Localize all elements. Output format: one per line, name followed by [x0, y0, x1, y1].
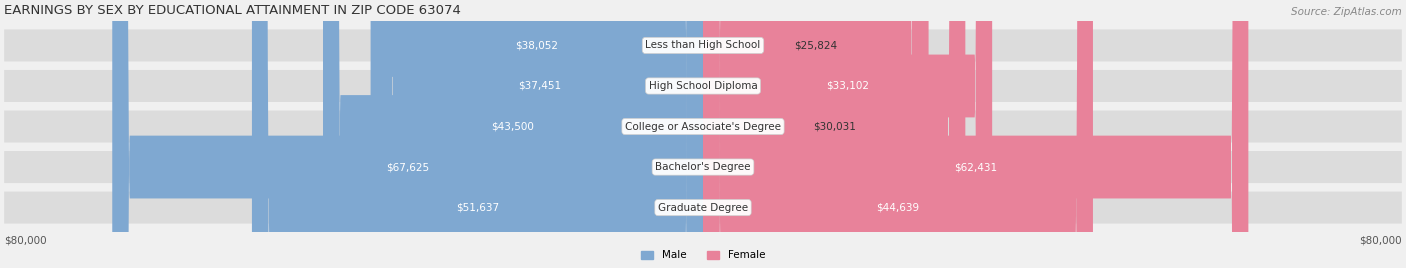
FancyBboxPatch shape: [4, 29, 1402, 61]
FancyBboxPatch shape: [4, 70, 1402, 102]
Text: $44,639: $44,639: [876, 203, 920, 213]
Text: College or Associate's Degree: College or Associate's Degree: [626, 121, 780, 132]
FancyBboxPatch shape: [4, 151, 1402, 183]
Text: $51,637: $51,637: [456, 203, 499, 213]
FancyBboxPatch shape: [703, 0, 993, 268]
Text: $43,500: $43,500: [492, 121, 534, 132]
Text: Bachelor's Degree: Bachelor's Degree: [655, 162, 751, 172]
FancyBboxPatch shape: [252, 0, 703, 268]
Text: $80,000: $80,000: [1360, 235, 1402, 245]
Text: Source: ZipAtlas.com: Source: ZipAtlas.com: [1291, 7, 1402, 17]
Text: Less than High School: Less than High School: [645, 40, 761, 50]
FancyBboxPatch shape: [703, 0, 1092, 268]
Text: $25,824: $25,824: [794, 40, 838, 50]
FancyBboxPatch shape: [112, 0, 703, 268]
FancyBboxPatch shape: [371, 0, 703, 268]
Text: $33,102: $33,102: [827, 81, 869, 91]
FancyBboxPatch shape: [703, 0, 966, 268]
Text: $38,052: $38,052: [516, 40, 558, 50]
Text: $37,451: $37,451: [517, 81, 561, 91]
FancyBboxPatch shape: [4, 192, 1402, 224]
FancyBboxPatch shape: [703, 0, 928, 268]
Legend: Male, Female: Male, Female: [637, 246, 769, 265]
FancyBboxPatch shape: [4, 110, 1402, 143]
Text: $80,000: $80,000: [4, 235, 46, 245]
FancyBboxPatch shape: [323, 0, 703, 268]
FancyBboxPatch shape: [703, 0, 1249, 268]
FancyBboxPatch shape: [375, 0, 703, 268]
Text: $62,431: $62,431: [955, 162, 997, 172]
Text: $30,031: $30,031: [813, 121, 856, 132]
Text: High School Diploma: High School Diploma: [648, 81, 758, 91]
Text: $67,625: $67,625: [387, 162, 429, 172]
Text: Graduate Degree: Graduate Degree: [658, 203, 748, 213]
Text: EARNINGS BY SEX BY EDUCATIONAL ATTAINMENT IN ZIP CODE 63074: EARNINGS BY SEX BY EDUCATIONAL ATTAINMEN…: [4, 4, 461, 17]
